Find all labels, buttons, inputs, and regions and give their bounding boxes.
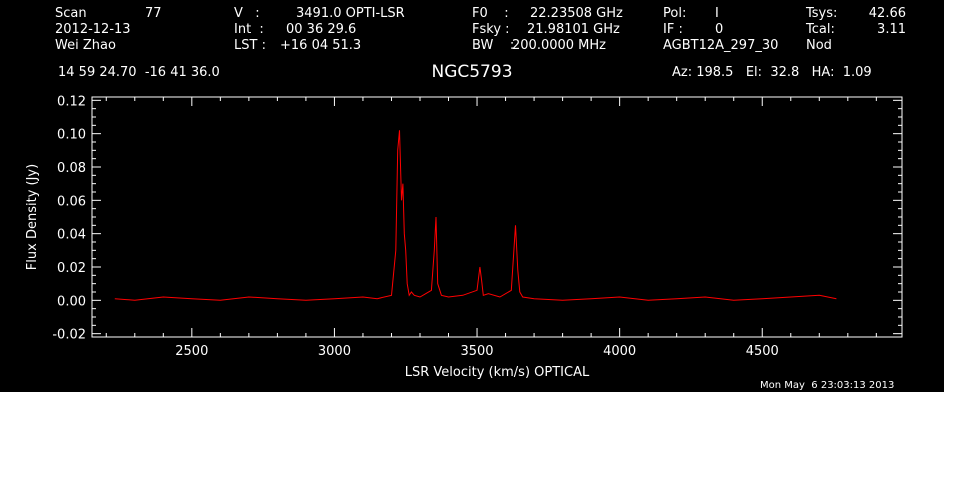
y-tick-label: 0.10 — [57, 128, 86, 143]
header-label: Fsky : — [472, 22, 510, 37]
header-label: Nod — [806, 38, 832, 53]
tick-labels: 2500 3000 3500 4000 4500 -0.02 0.00 0.02 0.04 0.0… — [52, 94, 778, 359]
header-col-frequency: F0 : 22.23508 GHz Fsky : 21.98101 GHz BW :… — [472, 6, 623, 54]
x-tick-label: 4500 — [746, 344, 779, 359]
spectrum-trace — [114, 130, 837, 301]
timestamp: Mon May 6 23:03:13 2013 — [760, 380, 895, 391]
x-tick-label: 3000 — [318, 344, 351, 359]
header-row: Fsky : 21.98101 GHz — [472, 22, 623, 38]
header-label: LST : — [234, 38, 266, 53]
header-row: AGBT12A_297_30 — [663, 38, 778, 54]
header-value: 3491.0 OPTI-LSR — [296, 6, 405, 21]
y-tick-label: 0.00 — [57, 294, 86, 309]
header-label: Scan — [55, 6, 87, 21]
header-row: Int : 00 36 29.6 — [234, 22, 405, 38]
header-label: V : — [234, 6, 260, 21]
y-tick-label: -0.02 — [52, 328, 86, 343]
y-tick-label: 0.06 — [57, 194, 86, 209]
header-row: Tsys: 42.66 — [806, 6, 906, 22]
header-value: 00 36 29.6 — [286, 22, 357, 37]
header-row: V : 3491.0 OPTI-LSR — [234, 6, 405, 22]
header-row: F0 : 22.23508 GHz — [472, 6, 623, 22]
y-tick-label: 0.12 — [57, 94, 86, 109]
header-value: 77 — [145, 6, 162, 21]
x-tick-label: 3500 — [460, 344, 493, 359]
header-col-velocity: V : 3491.0 OPTI-LSR Int : 00 36 29.6 LST :… — [234, 6, 405, 54]
y-tick-label: 0.04 — [57, 228, 86, 243]
plot-frame — [91, 96, 903, 338]
y-axis-label: Flux Density (Jy) — [25, 164, 40, 270]
header-value: 22.23508 GHz — [530, 6, 623, 21]
x-tick-label: 4000 — [603, 344, 636, 359]
header-value: 3.11 — [877, 22, 906, 37]
header-label: AGBT12A_297_30 — [663, 38, 779, 53]
header-row: Pol: I — [663, 6, 778, 22]
header-col-scan: Scan 77 2012-12-13 Wei Zhao — [55, 6, 162, 54]
spectrum-plot: 2500 3000 3500 4000 4500 -0.02 0.00 0.02 0.04 0.0… — [25, 94, 903, 380]
header-row: Scan 77 — [55, 6, 162, 22]
header-label: Tcal: — [806, 22, 835, 37]
coordinates: 14 59 24.70 -16 41 36.0 — [58, 65, 220, 80]
y-tick-label: 0.02 — [57, 261, 86, 276]
axis-ticks — [92, 97, 902, 337]
header-row: IF : 0 — [663, 22, 778, 38]
header-label: F0 : — [472, 6, 509, 21]
header-value: 0 — [715, 22, 724, 37]
header-label: IF : — [663, 22, 683, 37]
header-row: BW :200.0000 MHz — [472, 38, 623, 54]
header-col-system: Tsys: 42.66 Tcal: 3.11 Nod — [806, 6, 906, 54]
plot-panel — [0, 0, 944, 392]
header-label: Tsys: — [806, 6, 838, 21]
header-label: Wei Zhao — [55, 38, 116, 53]
header-value: I — [715, 6, 719, 21]
x-axis-label: LSR Velocity (km/s) OPTICAL — [405, 365, 590, 380]
y-tick-label: 0.08 — [57, 161, 86, 176]
header-value: 42.66 — [868, 6, 906, 21]
header-row: LST : +16 04 51.3 — [234, 38, 405, 54]
header-col-polarization: Pol: I IF : 0 AGBT12A_297_30 — [663, 6, 778, 54]
header-row: Wei Zhao — [55, 38, 162, 54]
header-value: +16 04 51.3 — [280, 38, 362, 53]
header-row: 2012-12-13 — [55, 22, 162, 38]
header-label: 2012-12-13 — [55, 22, 131, 37]
header-label: Pol: — [663, 6, 687, 21]
header-label: Int : — [234, 22, 264, 37]
header-row: Tcal: 3.11 — [806, 22, 906, 38]
header-row: Nod — [806, 38, 906, 54]
pointing-info: Az: 198.5 El: 32.8 HA: 1.09 — [672, 65, 872, 80]
header-value: 200.0000 MHz — [512, 38, 606, 53]
header-value: 21.98101 GHz — [527, 22, 620, 37]
x-tick-label: 2500 — [175, 344, 208, 359]
chart-title: NGC5793 — [431, 62, 513, 82]
